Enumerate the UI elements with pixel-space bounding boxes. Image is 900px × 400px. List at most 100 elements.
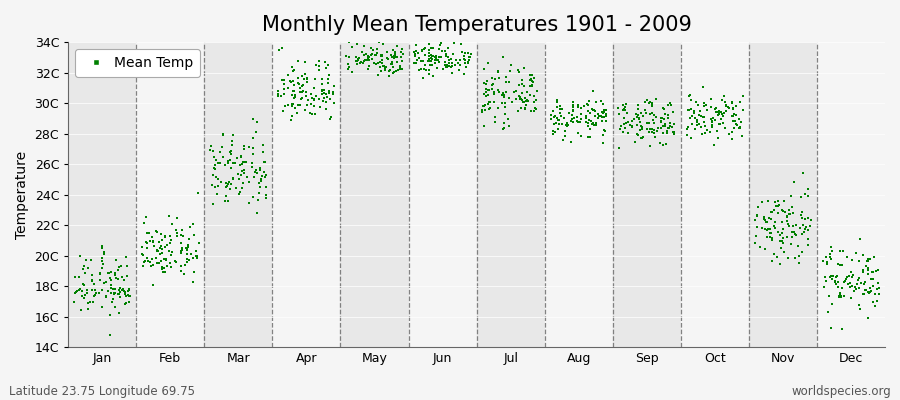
Point <box>613 126 627 132</box>
Point <box>444 56 458 62</box>
Point <box>158 244 172 250</box>
Point <box>121 292 135 298</box>
Point <box>572 119 586 125</box>
Point <box>407 60 421 66</box>
Point <box>394 54 409 61</box>
Point <box>843 294 858 301</box>
Point <box>254 178 268 185</box>
Point <box>688 126 703 133</box>
Point <box>409 42 423 48</box>
Point <box>145 282 159 288</box>
Point <box>432 58 446 65</box>
Point <box>517 64 531 71</box>
Point <box>576 103 590 109</box>
Point <box>109 257 123 263</box>
Point <box>595 113 609 120</box>
Point <box>388 51 402 58</box>
Point <box>597 114 611 120</box>
Point <box>169 230 184 236</box>
Point <box>730 122 744 129</box>
Point <box>297 76 311 82</box>
Point <box>868 291 882 297</box>
Point <box>136 252 150 258</box>
Point <box>79 290 94 296</box>
Point <box>364 56 379 62</box>
Point <box>647 119 662 126</box>
Point <box>135 244 149 250</box>
Point <box>414 58 428 64</box>
Point <box>496 90 510 96</box>
Point <box>253 165 267 171</box>
Point <box>544 112 558 118</box>
Point <box>684 135 698 141</box>
Point <box>667 130 681 137</box>
Point <box>248 128 263 135</box>
Point <box>704 116 718 122</box>
Point <box>298 59 312 65</box>
Point <box>635 124 650 130</box>
Point <box>824 325 839 331</box>
Point <box>145 256 159 262</box>
Point <box>237 143 251 150</box>
Point <box>721 104 735 110</box>
Point <box>410 57 424 63</box>
Point <box>285 78 300 84</box>
Point <box>428 59 443 66</box>
Point <box>712 107 726 114</box>
Point <box>526 108 541 114</box>
Point <box>708 117 723 123</box>
Point <box>79 287 94 293</box>
Point <box>824 273 839 280</box>
Point <box>547 113 562 119</box>
Point <box>734 119 749 125</box>
Point <box>342 38 356 45</box>
Point <box>324 114 338 120</box>
Point <box>158 256 173 262</box>
Point <box>849 286 863 292</box>
Point <box>99 278 113 285</box>
Point <box>787 178 801 185</box>
Point <box>870 286 885 292</box>
Point <box>550 97 564 103</box>
Point <box>839 276 853 282</box>
Point <box>451 60 465 66</box>
Point <box>154 258 168 264</box>
Point <box>861 258 876 264</box>
Point <box>594 98 608 104</box>
Point <box>286 88 301 94</box>
Point <box>865 269 879 276</box>
Point <box>752 204 766 211</box>
Point <box>103 275 117 282</box>
Point <box>381 56 395 62</box>
Point <box>327 100 341 107</box>
Point <box>682 92 697 98</box>
Point <box>163 233 177 239</box>
Point <box>68 290 83 297</box>
Point <box>378 65 392 72</box>
Point <box>763 226 778 232</box>
Point <box>182 257 196 263</box>
Point <box>445 63 459 69</box>
Point <box>162 213 176 219</box>
Bar <box>340 42 409 347</box>
Point <box>662 123 677 130</box>
Point <box>104 332 118 338</box>
Point <box>99 294 113 300</box>
Point <box>585 121 599 127</box>
Point <box>523 92 537 98</box>
Point <box>595 109 609 115</box>
Point <box>248 169 263 176</box>
Point <box>645 100 660 107</box>
Point <box>528 105 543 111</box>
Point <box>634 110 648 116</box>
Point <box>367 52 382 58</box>
Point <box>832 262 847 268</box>
Point <box>311 96 326 102</box>
Point <box>550 99 564 106</box>
Point <box>529 88 544 94</box>
Point <box>524 108 538 114</box>
Point <box>219 184 233 190</box>
Point <box>682 93 697 100</box>
Point <box>499 79 513 86</box>
Point <box>189 253 203 259</box>
